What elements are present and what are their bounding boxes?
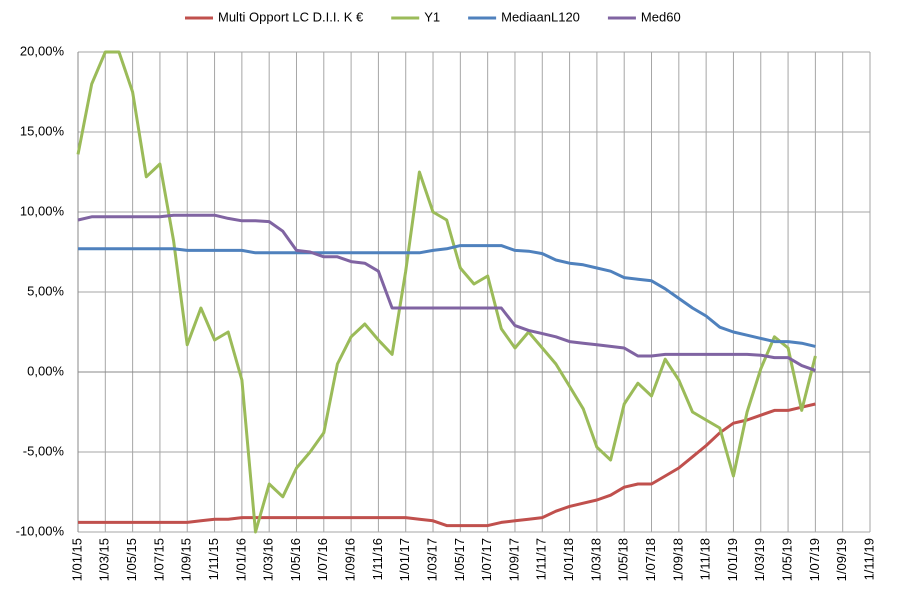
y-tick-label: -10,00% <box>16 523 65 538</box>
x-tick-label: 1/07/16 <box>315 538 330 581</box>
y-tick-label: 10,00% <box>20 203 65 218</box>
x-tick-label: 1/01/15 <box>69 538 84 581</box>
x-tick-label: 1/01/17 <box>397 538 412 581</box>
x-tick-label: 1/11/18 <box>698 538 713 580</box>
x-tick-label: 1/03/19 <box>752 538 767 581</box>
x-tick-label: 1/09/19 <box>834 538 849 581</box>
x-tick-label: 1/03/16 <box>261 538 276 581</box>
x-tick-label: 1/07/18 <box>643 538 658 581</box>
series-line <box>76 50 817 534</box>
x-tick-label: 1/01/19 <box>725 538 740 581</box>
x-tick-label: 1/05/15 <box>124 538 139 581</box>
x-tick-label: 1/09/17 <box>506 538 521 581</box>
y-tick-label: 15,00% <box>20 123 65 138</box>
x-tick-label: 1/09/18 <box>670 538 685 581</box>
x-tick-label: 1/05/19 <box>780 538 795 581</box>
x-tick-label: 1/11/16 <box>370 538 385 580</box>
x-tick-label: 1/07/15 <box>151 538 166 581</box>
x-tick-label: 1/11/17 <box>534 538 549 580</box>
x-tick-label: 1/07/17 <box>479 538 494 581</box>
x-tick-label: 1/05/18 <box>616 538 631 581</box>
series-line <box>78 402 816 528</box>
y-tick-label: -5,00% <box>23 443 65 458</box>
x-tick-label: 1/09/16 <box>343 538 358 581</box>
x-tick-label: 1/03/15 <box>97 538 112 581</box>
x-tick-label: 1/05/17 <box>452 538 467 581</box>
y-tick-label: 20,00% <box>20 43 65 58</box>
x-tick-label: 1/01/16 <box>233 538 248 581</box>
legend-label: MediaanL120 <box>501 9 580 24</box>
y-tick-label: 5,00% <box>27 283 64 298</box>
legend-label: Multi Opport LC D.I.I. K € <box>218 9 364 24</box>
x-tick-label: 1/05/16 <box>288 538 303 581</box>
series-line <box>77 213 816 372</box>
y-tick-label: 0,00% <box>27 363 64 378</box>
x-tick-label: 1/09/15 <box>179 538 194 581</box>
x-tick-label: 1/07/19 <box>807 538 822 581</box>
x-tick-label: 1/11/19 <box>861 538 876 580</box>
legend: Multi Opport LC D.I.I. K € Y1 MediaanL120 M… <box>185 9 681 24</box>
legend-label: Y1 <box>424 9 440 24</box>
x-tick-label: 1/03/18 <box>588 538 603 581</box>
x-tick-label: 1/11/15 <box>206 538 221 580</box>
x-tick-label: 1/03/17 <box>424 538 439 581</box>
x-tick-label: 1/01/18 <box>561 538 576 581</box>
series-line <box>78 244 816 348</box>
legend-label: Med60 <box>641 9 681 24</box>
